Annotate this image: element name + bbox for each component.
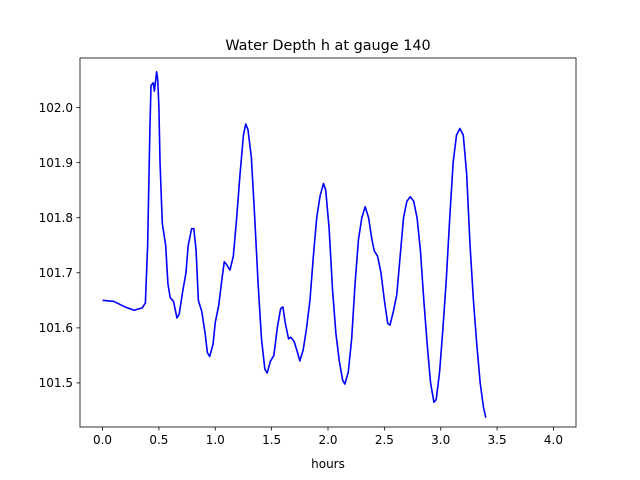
x-tick-label: 0.5 <box>149 433 168 447</box>
series-line-0 <box>102 70 487 418</box>
y-tick-label: 102.0 <box>39 101 73 115</box>
plot-area: 0.0 0.5 1.0 1.5 2.0 2.5 3.0 3.5 4.0 101.5 101.6 101… <box>39 57 577 447</box>
x-tick-label: 1.5 <box>262 433 281 447</box>
x-tick-label: 0.0 <box>93 433 112 447</box>
y-tick-label: 101.6 <box>39 321 73 335</box>
y-tick-label: 101.9 <box>39 156 73 170</box>
x-axis-label: hours <box>311 457 345 471</box>
x-tick-label: 4.0 <box>544 433 563 447</box>
x-tick-label: 3.5 <box>488 433 507 447</box>
x-tick-label: 2.5 <box>375 433 394 447</box>
y-tick-label: 101.8 <box>39 211 73 225</box>
x-tick-label: 1.0 <box>206 433 225 447</box>
x-tick-label: 2.0 <box>318 433 337 447</box>
chart-title: Water Depth h at gauge 140 <box>225 38 430 54</box>
y-tick-label: 101.5 <box>39 376 73 390</box>
y-tick-label: 101.7 <box>39 266 73 280</box>
x-tick-label: 3.0 <box>431 433 450 447</box>
